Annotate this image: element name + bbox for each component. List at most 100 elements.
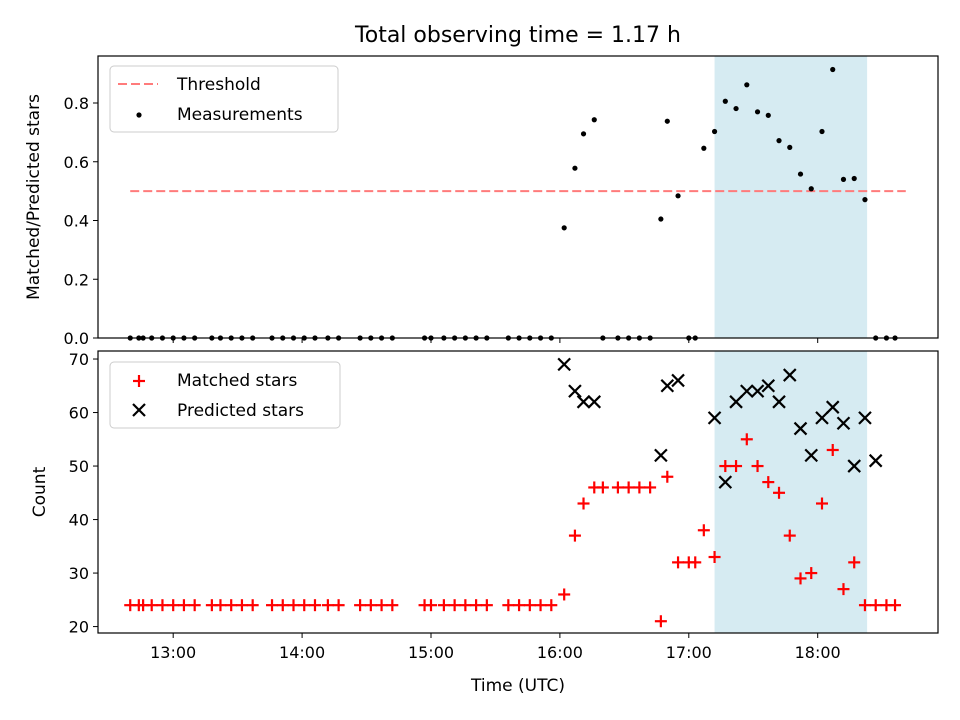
matched-star-point xyxy=(298,599,311,612)
matched-star-point xyxy=(837,583,850,596)
y-tick-label: 0.8 xyxy=(64,94,89,113)
matched-star-point xyxy=(459,599,472,612)
y-tick-label: 20 xyxy=(69,618,89,637)
y-tick-label: 70 xyxy=(69,350,89,369)
matched-star-point xyxy=(730,460,743,473)
predicted-star-point xyxy=(825,400,840,414)
measurement-point xyxy=(722,98,728,104)
matched-star-point xyxy=(156,599,169,612)
predicted-star-stroke-b xyxy=(568,384,582,398)
matched-star-point xyxy=(225,599,238,612)
measurement-point xyxy=(711,128,718,135)
measurement-point xyxy=(819,128,825,135)
predicted-stars-series xyxy=(557,357,883,489)
predicted-star-stroke-b xyxy=(761,379,776,393)
predicted-star-point xyxy=(804,448,819,463)
bottom-x-axis-ticks: 13:00 14:00 15:00 16:00 17:00 18:00 xyxy=(150,633,841,662)
matched-star-point xyxy=(815,497,828,510)
measurement-point xyxy=(830,66,836,73)
measurement-point xyxy=(765,112,771,118)
matched-star-point xyxy=(858,599,871,612)
predicted-star-stroke-b xyxy=(740,384,754,398)
predicted-star-stroke-b xyxy=(825,400,840,414)
y-tick-label: 30 xyxy=(69,564,89,583)
predicted-star-stroke-b xyxy=(654,448,668,463)
legend-threshold-label: Threshold xyxy=(176,75,261,95)
predicted-star-point xyxy=(557,357,571,372)
matched-star-point xyxy=(364,599,377,612)
matched-star-point xyxy=(633,481,646,494)
y-tick-label: 50 xyxy=(69,457,89,476)
predicted-star-stroke-b xyxy=(729,395,743,409)
matched-star-point xyxy=(437,599,450,612)
legend-measurements-swatch xyxy=(136,112,142,118)
matched-star-point xyxy=(889,599,902,612)
matched-star-point xyxy=(332,599,345,612)
y-tick-label: 60 xyxy=(69,404,89,423)
measurement-point xyxy=(591,117,597,123)
matched-star-point xyxy=(644,481,657,494)
matched-star-point xyxy=(783,529,796,542)
legend-predicted-label: Predicted stars xyxy=(177,401,304,421)
matched-star-point xyxy=(188,599,201,612)
top-panel: 0.00.20.40.60.8 Matched/Predicted stars … xyxy=(24,55,939,348)
predicted-star-stroke-b xyxy=(576,395,591,409)
measurement-point xyxy=(840,176,847,182)
measurement-point xyxy=(754,109,761,115)
predicted-star-point xyxy=(587,395,602,409)
predicted-star-stroke-b xyxy=(858,411,872,425)
x-tick-label: 14:00 xyxy=(279,643,325,662)
bottom-x-axis-label: Time (UTC) xyxy=(470,676,565,696)
y-tick-label: 0.4 xyxy=(64,212,89,231)
measurement-point xyxy=(733,105,739,112)
legend-predicted-swatch xyxy=(132,403,146,417)
predicted-star-point xyxy=(740,384,754,398)
legend-matched-swatch xyxy=(133,375,145,387)
predicted-star-stroke-b xyxy=(836,416,851,431)
predicted-star-stroke-b xyxy=(557,357,571,372)
x-tick-label: 13:00 xyxy=(150,643,196,662)
matched-star-point xyxy=(672,556,685,569)
y-tick-label: 0.6 xyxy=(64,153,89,172)
matched-star-point xyxy=(697,524,710,537)
y-tick-label: 0.0 xyxy=(64,329,89,348)
top-legend: Threshold Measurements xyxy=(109,65,339,133)
measurement-point xyxy=(580,131,587,137)
top-y-axis-ticks: 0.0 0.2 0.4 0.6 0.8 xyxy=(64,94,98,348)
measurement-point xyxy=(572,165,578,171)
predicted-star-point xyxy=(718,475,733,489)
predicted-star-stroke-b xyxy=(660,379,675,393)
matched-star-point xyxy=(773,486,786,499)
measurement-point xyxy=(808,186,814,192)
matched-star-point xyxy=(470,599,483,612)
predicted-star-stroke-b xyxy=(587,395,602,409)
predicted-star-stroke-b xyxy=(868,453,883,468)
matched-star-point xyxy=(480,599,493,612)
predicted-star-point xyxy=(793,421,808,436)
matched-star-point xyxy=(167,599,180,612)
predicted-star-point xyxy=(858,411,872,425)
predicted-star-stroke-b xyxy=(718,475,733,489)
matched-stars-series xyxy=(124,433,902,628)
predicted-star-point xyxy=(707,411,722,425)
matched-star-point xyxy=(448,599,461,612)
matched-star-point xyxy=(661,470,674,483)
matched-star-point xyxy=(545,599,558,612)
x-tick-label: 18:00 xyxy=(795,643,841,662)
bottom-axes-frame xyxy=(97,350,939,634)
predicted-star-point xyxy=(761,379,776,393)
matched-star-point xyxy=(654,615,667,628)
predicted-star-point xyxy=(671,373,685,388)
predicted-star-stroke-b xyxy=(750,384,765,398)
matched-star-point xyxy=(266,599,279,612)
predicted-star-stroke-b xyxy=(847,459,861,473)
matched-star-point xyxy=(751,460,764,473)
matched-star-point xyxy=(386,599,399,612)
matched-star-point xyxy=(596,481,609,494)
matched-star-point xyxy=(740,433,753,446)
matched-star-point xyxy=(354,599,367,612)
x-tick-label: 17:00 xyxy=(666,643,712,662)
legend-matched-label: Matched stars xyxy=(177,371,297,391)
matched-star-point xyxy=(708,551,721,564)
matched-star-point xyxy=(246,599,259,612)
